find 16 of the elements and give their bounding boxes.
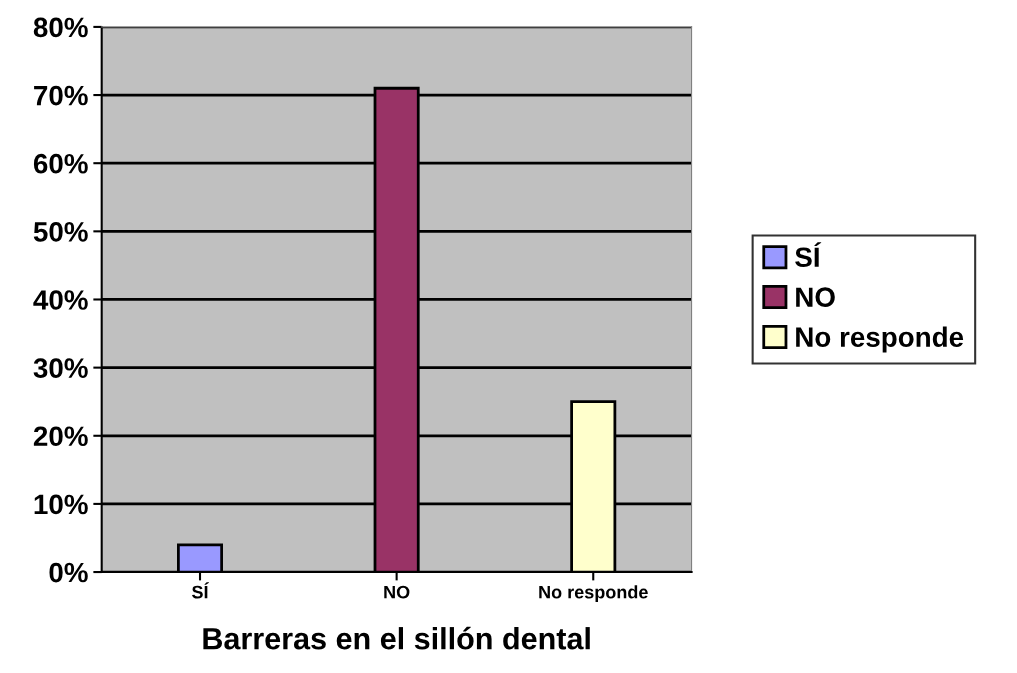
legend-label: NO xyxy=(796,287,835,308)
x-tick-label: SÍ xyxy=(192,582,209,599)
y-tick-label: 60% xyxy=(33,153,88,174)
y-tick-label: 50% xyxy=(33,222,88,242)
x-axis-title: Barreras en el sillón dental xyxy=(203,626,590,650)
legend-label: No responde xyxy=(796,326,964,353)
y-tick-label: 80% xyxy=(33,17,88,38)
y-tick-label: 20% xyxy=(33,426,88,447)
y-tick-label: 70% xyxy=(34,85,88,106)
y-tick-label: 30% xyxy=(33,358,88,378)
y-tick-label: 10% xyxy=(34,494,88,515)
x-tick-label: NO xyxy=(384,585,410,599)
y-tick-label: 40% xyxy=(33,290,88,310)
legend-label: SÍ xyxy=(795,242,822,268)
y-tick-label: 0% xyxy=(49,562,88,583)
x-tick-label: No responde xyxy=(539,585,648,603)
